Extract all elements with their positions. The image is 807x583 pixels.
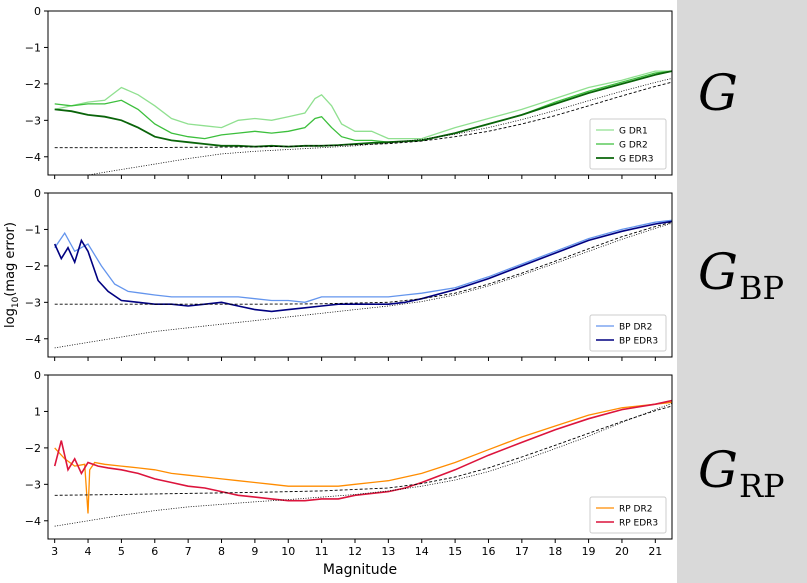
y-tick-label: −2 <box>25 78 41 91</box>
legend-entry: G EDR3 <box>619 155 653 165</box>
legend-entry: BP DR2 <box>619 323 652 333</box>
x-tick-label: 17 <box>515 545 529 558</box>
x-tick-label: 11 <box>315 545 329 558</box>
y-tick-label: −3 <box>25 296 41 309</box>
model-curve-4 <box>85 78 672 175</box>
y-tick-label: −4 <box>25 515 41 528</box>
y-axis-label-sub: 10 <box>11 296 21 308</box>
x-tick-label: 19 <box>582 545 596 558</box>
x-tick-label: 9 <box>251 545 258 558</box>
panel-1: 0 −1 −2 −3 −4 G DR1 G DR2 G EDR3 <box>25 5 673 179</box>
x-tick-label: 3 <box>51 545 58 558</box>
legend: G DR1 G DR2 G EDR3 <box>589 118 667 170</box>
legend-entry: BP EDR3 <box>619 337 658 347</box>
x-tick-label: 12 <box>348 545 362 558</box>
x-tick-label: 15 <box>448 545 462 558</box>
y-axis-label-rest: (mag error) <box>3 222 18 297</box>
x-tick-label: 16 <box>481 545 495 558</box>
series-bp-dr2 <box>54 219 672 303</box>
panel-2: 0 −1 −2 −3 −4 BP DR2 BP EDR3 <box>25 187 673 361</box>
y-tick-label: −2 <box>25 442 41 455</box>
x-tick-label: 20 <box>615 545 629 558</box>
x-tick-label: 5 <box>118 545 125 558</box>
y-tick-label: −4 <box>25 151 41 164</box>
band-label-g: G <box>698 64 738 122</box>
band-label-gbp: GBP <box>698 243 784 307</box>
y-axis-label-prefix: log <box>3 308 18 328</box>
legend-frame <box>589 118 667 170</box>
y-tick-label: 0 <box>34 369 41 382</box>
y-axis-label: log10(mag error) <box>3 222 21 328</box>
x-tick-label: 6 <box>151 545 158 558</box>
x-tick-label: 21 <box>648 545 662 558</box>
series-g-edr3 <box>54 70 672 148</box>
series-g-dr1 <box>54 70 672 140</box>
y-tick-label: −1 <box>25 41 41 54</box>
y-tick-label: −2 <box>25 260 41 273</box>
x-tick-label: 4 <box>85 545 92 558</box>
legend-frame <box>589 496 667 534</box>
y-tick-label: 0 <box>34 5 41 18</box>
y-tick-label: −3 <box>25 478 41 491</box>
figure-canvas: 0 −1 −2 −3 −4 G DR1 G DR2 G EDR3 0 −1 −2 −3 −4 BP DR2… <box>3 5 673 578</box>
legend: RP DR2 RP EDR3 <box>589 496 667 534</box>
legend-entry: RP DR2 <box>619 505 652 515</box>
x-tick-label: 14 <box>415 545 429 558</box>
y-tick-label: 0 <box>34 187 41 200</box>
legend-entry: RP EDR3 <box>619 519 658 529</box>
model-curve-2 <box>54 405 672 496</box>
x-axis-label: Magnitude <box>323 562 397 578</box>
legend-frame <box>589 314 667 352</box>
series-rp-edr3 <box>53 399 672 502</box>
legend-entry: G DR2 <box>619 141 648 151</box>
y-tick-label: −4 <box>25 333 41 346</box>
y-tick-label: −3 <box>25 114 41 127</box>
panel-3: 0 1 −2 −3 −4 3 4 5 6 7 8 9 10 11 12 13 14 15 16 17 18 19 20 21 R… <box>25 369 673 558</box>
x-tick-label: 13 <box>381 545 395 558</box>
model-curve-3 <box>54 403 672 527</box>
x-tick-label: 18 <box>548 545 562 558</box>
x-tick-label: 7 <box>185 545 192 558</box>
series-rp-dr2 <box>54 401 672 514</box>
model-curve-2 <box>54 221 672 305</box>
legend: BP DR2 BP EDR3 <box>589 314 667 352</box>
axes-frame <box>47 192 673 358</box>
model-curve-3 <box>54 81 672 149</box>
legend-entry: G DR1 <box>619 127 648 137</box>
y-tick-label: 1 <box>34 405 41 418</box>
x-tick-label: 10 <box>281 545 295 558</box>
y-tick-label: −1 <box>25 223 41 236</box>
x-tick-label: 8 <box>218 545 225 558</box>
band-label-grp: GRP <box>698 441 785 505</box>
axes-frame <box>47 10 673 176</box>
band-label-panel <box>677 0 807 583</box>
axes-frame <box>47 374 673 540</box>
series-bp-edr3 <box>53 220 672 313</box>
